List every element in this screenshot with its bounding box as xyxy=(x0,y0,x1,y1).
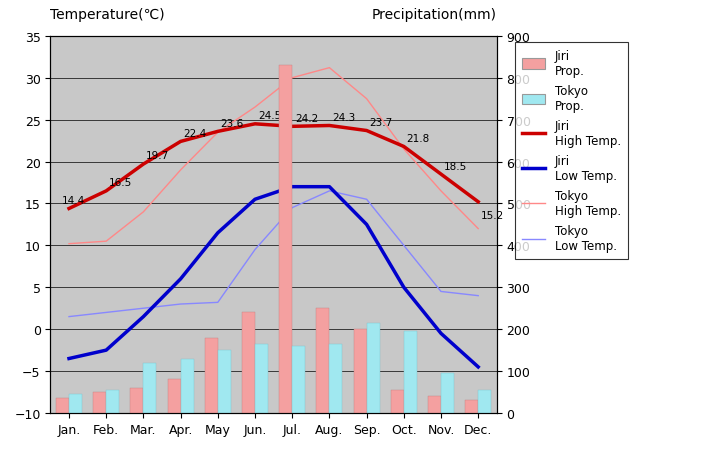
Bar xyxy=(242,313,255,413)
Bar xyxy=(316,308,329,413)
Text: 14.4: 14.4 xyxy=(62,196,85,206)
Bar xyxy=(181,359,194,413)
Bar xyxy=(329,344,343,413)
Bar xyxy=(107,390,120,413)
Bar xyxy=(465,401,478,413)
Text: 19.7: 19.7 xyxy=(146,151,169,161)
Text: Precipitation(mm): Precipitation(mm) xyxy=(372,8,497,22)
Text: 15.2: 15.2 xyxy=(481,211,504,221)
Bar xyxy=(143,363,156,413)
Bar xyxy=(255,344,268,413)
Text: 21.8: 21.8 xyxy=(407,134,430,144)
Bar xyxy=(93,392,107,413)
Bar xyxy=(279,66,292,413)
Bar xyxy=(56,398,69,413)
Bar xyxy=(441,373,454,413)
Text: 24.3: 24.3 xyxy=(332,113,356,123)
Bar xyxy=(204,338,217,413)
Text: 22.4: 22.4 xyxy=(184,129,207,139)
Bar xyxy=(354,330,366,413)
Bar xyxy=(168,380,181,413)
Legend: Jiri
Prop., Tokyo
Prop., Jiri
High Temp., Jiri
Low Temp., Tokyo
High Temp., Toky: Jiri Prop., Tokyo Prop., Jiri High Temp.… xyxy=(515,43,628,260)
Text: 18.5: 18.5 xyxy=(444,161,467,171)
Bar xyxy=(428,397,441,413)
Text: Temperature(℃): Temperature(℃) xyxy=(50,8,165,22)
Bar xyxy=(478,390,491,413)
Text: 23.6: 23.6 xyxy=(220,118,244,129)
Bar xyxy=(292,346,305,413)
Bar xyxy=(130,388,143,413)
Bar xyxy=(391,390,404,413)
Text: 24.2: 24.2 xyxy=(295,113,318,123)
Bar xyxy=(404,331,417,413)
Text: 24.5: 24.5 xyxy=(258,111,281,121)
Text: 23.7: 23.7 xyxy=(369,118,392,128)
Bar xyxy=(69,394,82,413)
Bar xyxy=(217,350,231,413)
Bar xyxy=(366,323,379,413)
Text: 16.5: 16.5 xyxy=(109,178,132,188)
